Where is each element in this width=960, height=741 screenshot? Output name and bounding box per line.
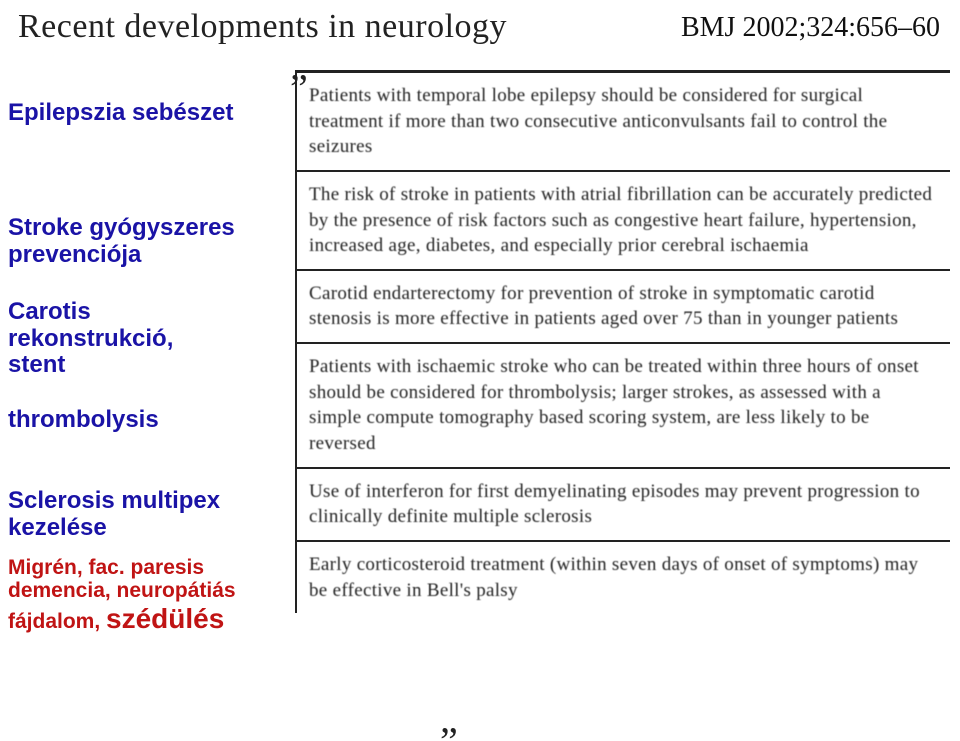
left-label: kezelése <box>8 515 295 542</box>
page-title: Recent developments in neurology <box>18 8 628 46</box>
quote-close-glyph: „ <box>440 707 458 731</box>
row-text: The risk of stroke in patients with atri… <box>309 182 938 259</box>
table-row: Patients with temporal lobe epilepsy sho… <box>297 73 950 172</box>
left-label-emph: szédülés <box>106 603 224 634</box>
left-label: fájdalom, szédülés <box>8 603 295 634</box>
title-area: Recent developments in neurology <box>18 8 628 46</box>
left-item-migraine: Migrén, fac. paresis demencia, neuropáti… <box>8 556 295 634</box>
slide-canvas: Recent developments in neurology BMJ 200… <box>0 0 960 733</box>
left-label: stent <box>8 352 295 379</box>
left-column: Epilepszia sebészet Stroke gyógyszeres p… <box>0 80 295 634</box>
row-text: Early corticosteroid treatment (within s… <box>309 552 938 603</box>
table-row: Use of interferon for first demyelinatin… <box>297 469 950 542</box>
left-label: demencia, neuropátiás <box>8 579 295 603</box>
row-text: Carotid endarterectomy for prevention of… <box>309 281 938 332</box>
left-item-thrombolysis: thrombolysis <box>8 407 295 434</box>
left-label: rekonstrukció, <box>8 326 295 353</box>
left-label: thrombolysis <box>8 407 295 434</box>
left-label: Epilepszia sebészet <box>8 100 295 127</box>
table-row: Early corticosteroid treatment (within s… <box>297 542 950 613</box>
left-label: Sclerosis multipex <box>8 488 295 515</box>
left-label: Carotis <box>8 299 295 326</box>
table-row: Patients with ischaemic stroke who can b… <box>297 344 950 469</box>
left-item-ms: Sclerosis multipex kezelése <box>8 488 295 542</box>
left-item-carotid: Carotis rekonstrukció, stent <box>8 299 295 380</box>
left-label: Stroke gyógyszeres <box>8 215 295 242</box>
right-column-table: Patients with temporal lobe epilepsy sho… <box>295 70 950 613</box>
row-text: Patients with temporal lobe epilepsy sho… <box>309 83 938 160</box>
left-item-stroke-prev: Stroke gyógyszeres prevenciója <box>8 215 295 269</box>
row-text: Patients with ischaemic stroke who can b… <box>309 354 938 457</box>
left-label-prefix: fájdalom, <box>8 610 106 633</box>
left-label: prevenciója <box>8 242 295 269</box>
table-row: Carotid endarterectomy for prevention of… <box>297 271 950 344</box>
left-item-epilepsy: Epilepszia sebészet <box>8 100 295 127</box>
row-text: Use of interferon for first demyelinatin… <box>309 479 938 530</box>
left-label: Migrén, fac. paresis <box>8 556 295 580</box>
table-row: The risk of stroke in patients with atri… <box>297 172 950 271</box>
citation-text: BMJ 2002;324:656–60 <box>681 12 940 44</box>
